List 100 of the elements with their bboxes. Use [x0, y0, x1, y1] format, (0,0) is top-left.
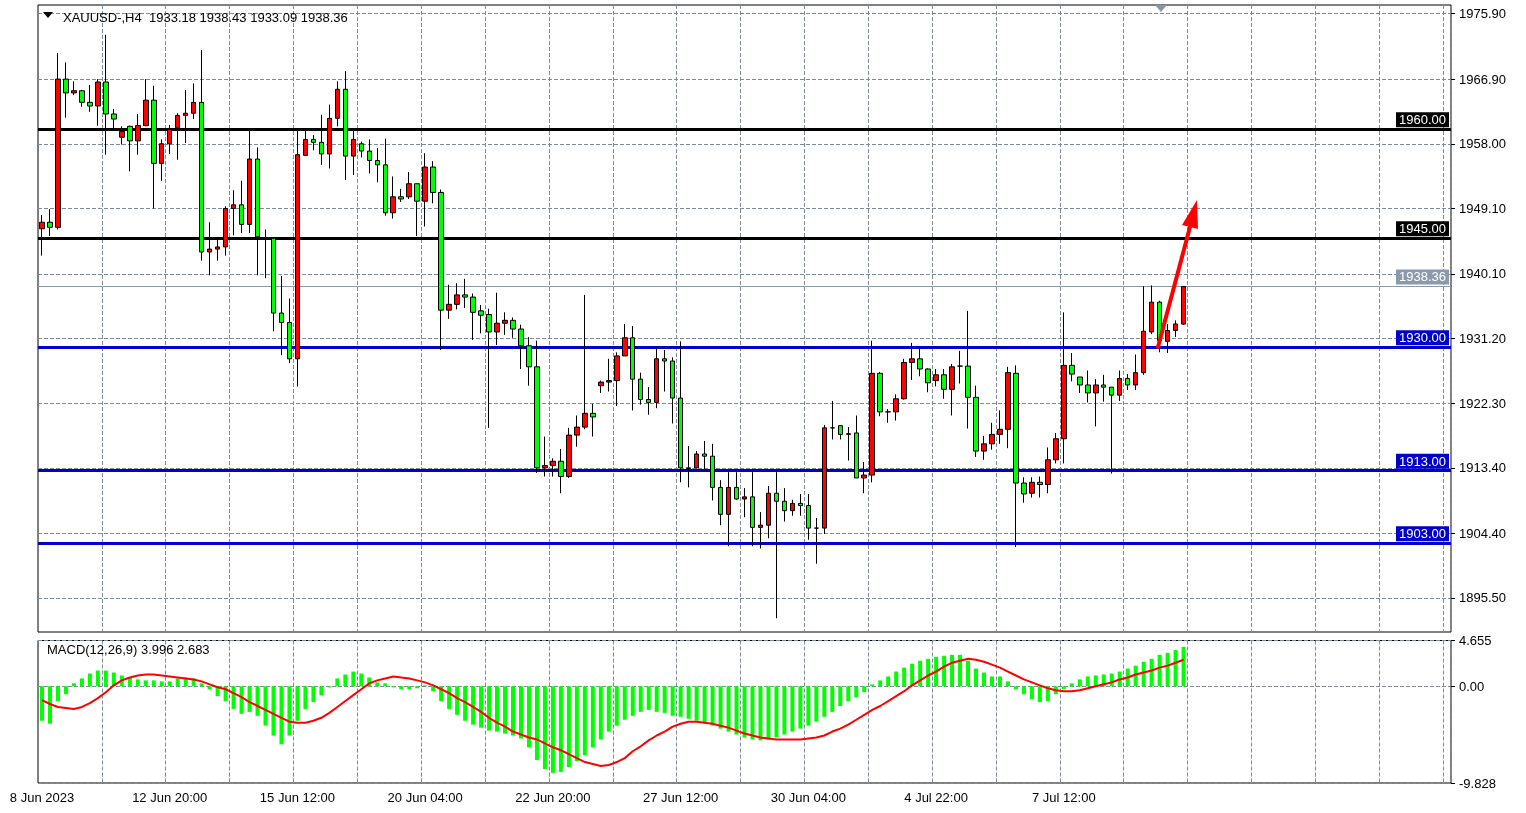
bar: [247, 686, 252, 712]
bar: [319, 686, 324, 696]
bar: [375, 682, 380, 687]
candlestick: [758, 511, 763, 549]
bar: [1069, 683, 1074, 687]
bar: [854, 686, 859, 698]
candlestick: [159, 138, 164, 182]
bar: [886, 676, 891, 687]
candlestick: [742, 487, 747, 518]
bar: [550, 686, 555, 773]
bar: [710, 686, 715, 726]
bar: [566, 686, 571, 767]
ref-line-label: 1903.00: [1399, 526, 1446, 542]
bar: [95, 670, 100, 687]
y-tick-label: 1931.20: [1459, 330, 1506, 346]
bar: [151, 680, 156, 687]
bar: [510, 686, 515, 736]
candlestick: [917, 348, 923, 377]
candlestick: [909, 342, 915, 381]
candlestick: [375, 147, 380, 183]
candlestick: [670, 356, 675, 424]
bar: [1093, 675, 1098, 687]
candlestick: [885, 408, 891, 424]
bar: [966, 660, 971, 687]
bar: [279, 686, 284, 745]
bar: [662, 686, 667, 713]
y-tick-label: 1895.50: [1459, 590, 1506, 606]
bar: [351, 671, 356, 687]
x-tick-label: 12 Jun 20:00: [132, 790, 208, 805]
bar: [463, 686, 468, 721]
candlestick: [1125, 373, 1130, 391]
bar: [343, 674, 348, 687]
candlestick: [1069, 352, 1075, 382]
bar: [359, 673, 364, 687]
y-tick-label: 1904.40: [1459, 525, 1506, 541]
bar: [399, 686, 404, 690]
bar: [734, 686, 739, 735]
candlestick: [462, 278, 468, 309]
candlestick: [1149, 284, 1154, 335]
bar: [1157, 654, 1162, 687]
candlestick: [965, 310, 971, 430]
bar: [175, 678, 180, 687]
candlestick: [925, 367, 931, 393]
chart-title: MACD(12,26,9) 3.996 2.683: [47, 642, 210, 657]
y-tick-label: 1949.10: [1459, 200, 1506, 216]
bar: [271, 686, 276, 736]
bar: [782, 686, 787, 735]
bar: [542, 686, 547, 769]
candlestick: [71, 80, 77, 96]
bar: [726, 686, 731, 732]
x-tick-label: 27 Jun 12:00: [643, 790, 719, 805]
candlestick: [997, 409, 1003, 445]
candlestick: [1181, 285, 1186, 326]
candlestick: [63, 61, 69, 119]
candlestick: [1173, 319, 1178, 338]
candlestick: [694, 450, 699, 470]
bar: [287, 686, 292, 736]
x-tick-label: 8 Jun 2023: [9, 790, 75, 805]
candlestick: [606, 358, 612, 393]
candlestick: [630, 325, 635, 411]
bar: [774, 686, 779, 738]
bar: [670, 686, 675, 716]
candlestick: [1093, 378, 1099, 427]
x-tick-label: 7 Jul 12:00: [1032, 790, 1096, 805]
bar: [207, 686, 212, 690]
bar: [622, 686, 627, 720]
candlestick: [398, 188, 404, 203]
candlestick: [287, 298, 292, 364]
candlestick: [335, 80, 340, 127]
candlestick: [494, 292, 500, 346]
bar: [614, 686, 619, 726]
bar: [47, 686, 52, 724]
bar: [686, 686, 691, 719]
bar: [255, 686, 260, 716]
bar: [950, 654, 955, 687]
candlestick: [1101, 374, 1106, 403]
bar: [143, 680, 148, 687]
bar: [1181, 646, 1186, 687]
bar: [534, 686, 539, 761]
candlestick: [686, 445, 691, 488]
candlestick: [79, 89, 85, 108]
bar: [526, 686, 531, 748]
candlestick: [654, 347, 659, 409]
candlestick: [95, 78, 101, 127]
bar: [79, 678, 84, 687]
candlestick: [774, 471, 779, 619]
candlestick: [422, 152, 428, 228]
bar: [894, 671, 899, 687]
candlestick: [989, 422, 995, 451]
candlestick: [542, 436, 548, 478]
bar: [479, 686, 484, 728]
bar: [582, 686, 587, 756]
candlestick: [558, 448, 564, 494]
candlestick: [590, 403, 596, 438]
candlestick: [941, 368, 947, 400]
candlestick: [622, 323, 628, 357]
candlestick: [367, 138, 372, 175]
candlestick: [430, 160, 436, 204]
bar: [926, 658, 931, 687]
x-tick-label: 22 Jun 20:00: [515, 790, 591, 805]
